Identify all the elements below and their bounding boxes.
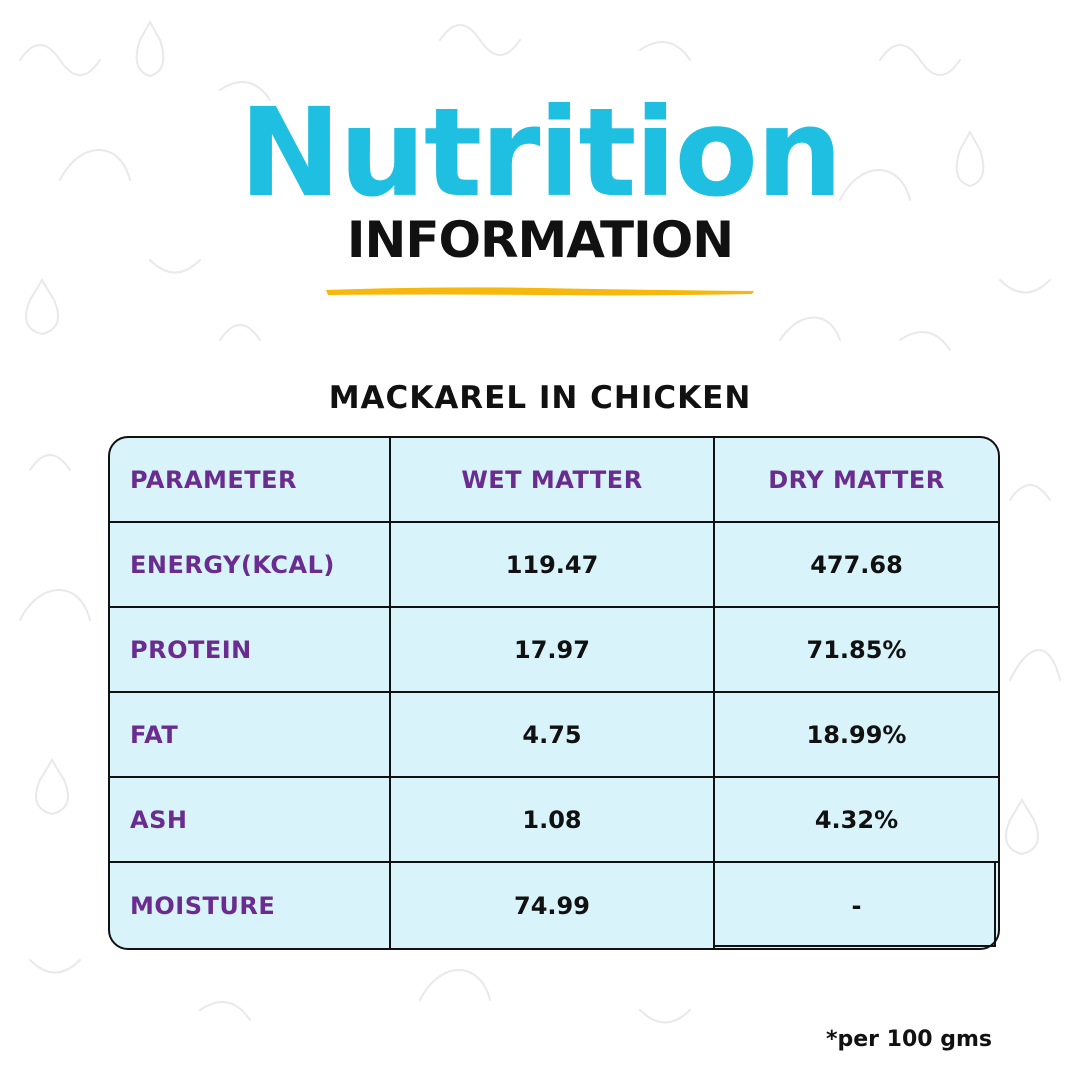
dry-matter-cell: 71.85%: [715, 608, 998, 693]
dry-matter-cell: 18.99%: [715, 693, 998, 778]
column-header-dry-matter: DRY MATTER: [715, 438, 998, 523]
table-row: ENERGY(KCAL) 119.47 477.68: [110, 523, 998, 608]
dry-matter-cell: 4.32%: [715, 778, 998, 863]
parameter-cell: MOISTURE: [110, 863, 391, 948]
wet-matter-cell: 1.08: [391, 778, 715, 863]
product-name: MACKAREL IN CHICKEN: [328, 380, 752, 416]
column-header-parameter: PARAMETER: [110, 438, 391, 523]
column-header-wet-matter: WET MATTER: [391, 438, 715, 523]
wet-matter-cell: 4.75: [391, 693, 715, 778]
footnote: *per 100 gms: [825, 1027, 992, 1052]
yellow-underline-stroke: [326, 287, 754, 296]
wet-matter-cell: 74.99: [391, 863, 715, 948]
nutrition-table-container: PARAMETER WET MATTER DRY MATTER ENERGY(K…: [108, 436, 1000, 950]
table-row: FAT 4.75 18.99%: [110, 693, 998, 778]
parameter-cell: ASH: [110, 778, 391, 863]
dry-matter-cell: 477.68: [715, 523, 998, 608]
parameter-cell: FAT: [110, 693, 391, 778]
table-row: MOISTURE 74.99 -: [110, 863, 998, 948]
page-title: Nutrition: [238, 82, 843, 224]
table-header-row: PARAMETER WET MATTER DRY MATTER: [110, 438, 998, 523]
table-row: ASH 1.08 4.32%: [110, 778, 998, 863]
table-row: PROTEIN 17.97 71.85%: [110, 608, 998, 693]
parameter-cell: ENERGY(KCAL): [110, 523, 391, 608]
parameter-cell: PROTEIN: [110, 608, 391, 693]
page-subtitle: INFORMATION: [346, 211, 734, 269]
dry-matter-cell: -: [851, 891, 862, 920]
wet-matter-cell: 119.47: [391, 523, 715, 608]
nutrition-table: PARAMETER WET MATTER DRY MATTER ENERGY(K…: [108, 436, 1000, 950]
wet-matter-cell: 17.97: [391, 608, 715, 693]
